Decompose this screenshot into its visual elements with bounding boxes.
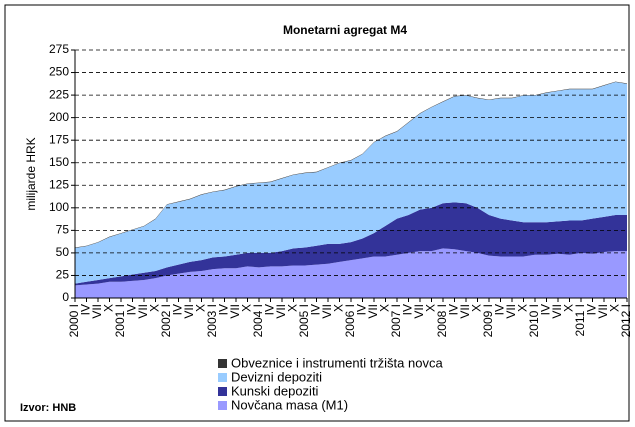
legend-swatch — [218, 401, 227, 410]
legend-label: Novčana masa (M1) — [231, 397, 348, 412]
x-tick-label: X — [424, 304, 438, 312]
x-tick-label: IV — [539, 304, 553, 315]
legend-swatch — [218, 387, 227, 396]
y-tick-label: 150 — [49, 155, 69, 169]
legend-label: Obveznice i instrumenti tržišta novca — [231, 355, 443, 370]
source: Izvor: HNB — [20, 402, 76, 414]
area — [75, 82, 627, 284]
y-tick-label: 175 — [49, 132, 69, 146]
y-tick-label: 225 — [49, 87, 69, 101]
x-tick-label: VII — [458, 304, 472, 319]
x-tick-label: X — [378, 304, 392, 312]
x-tick-label: VII — [596, 304, 610, 319]
x-tick-label: X — [562, 304, 576, 312]
x-tick-label: X — [608, 304, 622, 312]
x-tick-label: VII — [274, 304, 288, 319]
x-tick-label: IV — [263, 304, 277, 315]
x-tick-label: VII — [550, 304, 564, 319]
x-tick-label: 2009 I — [481, 304, 495, 337]
x-tick-label: IV — [585, 304, 599, 315]
y-tick-label: 125 — [49, 177, 69, 191]
x-tick-label: X — [286, 304, 300, 312]
x-tick-label: 2011 I — [573, 304, 587, 336]
x-tick-label: X — [148, 304, 162, 312]
x-tick-label: 2003 I — [205, 304, 219, 337]
x-tick-label: 2007 I — [389, 304, 403, 337]
x-tick-label: VII — [182, 304, 196, 319]
x-tick-label: 2001 I — [113, 304, 127, 337]
y-tick-label: 200 — [49, 110, 69, 124]
y-tick-label: 25 — [56, 268, 70, 282]
x-tick-label: 2005 I — [297, 304, 311, 337]
x-tick-label: IV — [309, 304, 323, 315]
x-tick-label: IV — [217, 304, 231, 315]
x-tick-label: 2010 I — [527, 304, 541, 337]
x-tick-label: VII — [366, 304, 380, 319]
x-tick-label: X — [194, 304, 208, 312]
y-tick-label: 50 — [56, 245, 70, 259]
x-tick-label: VII — [90, 304, 104, 319]
y-tick-label: 0 — [62, 290, 69, 304]
legend-label: Devizni depoziti — [231, 369, 322, 384]
area — [75, 202, 627, 286]
x-tick-label: IV — [125, 304, 139, 315]
chart-title: Monetarni agregat M4 — [283, 23, 407, 37]
x-tick-label: X — [102, 304, 116, 312]
x-tick-label: X — [470, 304, 484, 312]
y-tick-label: 275 — [49, 42, 69, 56]
y-tick-label: 100 — [49, 200, 69, 214]
legend-label: Kunski depoziti — [231, 383, 319, 398]
y-axis-label: milijarde HRK — [24, 137, 38, 210]
y-tick-label: 75 — [56, 223, 70, 237]
x-tick-label: 2000 I — [67, 304, 81, 337]
x-tick-label: 2004 I — [251, 304, 265, 337]
x-tick-label: 2006 I — [343, 304, 357, 337]
x-tick-label: IV — [401, 304, 415, 315]
x-tick-label: X — [332, 304, 346, 312]
x-tick-label: VII — [320, 304, 334, 319]
x-tick-label: X — [240, 304, 254, 312]
x-tick-label: IV — [79, 304, 93, 315]
legend-swatch — [218, 373, 227, 382]
x-tick-label: IV — [355, 304, 369, 315]
y-tick-label: 250 — [49, 65, 69, 79]
x-tick-label: 2012 I — [619, 304, 633, 337]
x-tick-label: 2008 I — [435, 304, 449, 337]
x-tick-label: VII — [412, 304, 426, 319]
x-tick-label: 2002 I — [159, 304, 173, 337]
x-tick-label: IV — [171, 304, 185, 315]
legend-swatch — [218, 359, 227, 368]
x-tick-label: VII — [136, 304, 150, 319]
x-tick-label: X — [516, 304, 530, 312]
x-tick-label: IV — [447, 304, 461, 315]
x-tick-label: IV — [493, 304, 507, 315]
x-tick-label: VII — [228, 304, 242, 319]
area — [75, 248, 627, 298]
x-tick-label: VII — [504, 304, 518, 319]
